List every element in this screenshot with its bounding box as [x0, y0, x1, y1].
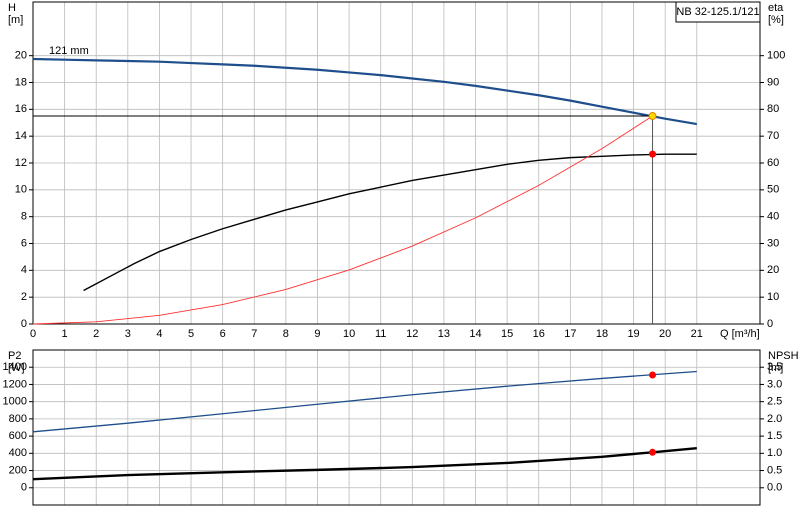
x-tick-label: 21 — [691, 328, 703, 340]
y-tick-label: 400 — [9, 447, 27, 459]
y2-tick-label: 30 — [767, 237, 779, 249]
y2-tick-label: 40 — [767, 211, 779, 223]
x-tick-label: 4 — [156, 328, 162, 340]
y-axis-unit: [W] — [8, 362, 25, 374]
series-line — [32, 370, 697, 433]
x-tick-label: 13 — [438, 328, 450, 340]
y-tick-label: 10 — [15, 184, 27, 196]
x-tick-label: 19 — [627, 328, 639, 340]
y-tick-label: 20 — [15, 50, 27, 62]
y-tick-label: 1000 — [3, 396, 27, 408]
x-tick-label: 8 — [283, 328, 289, 340]
y2-tick-label: 20 — [767, 264, 779, 276]
operating-point — [649, 150, 657, 158]
x-axis-label: Q [m³/h] — [720, 328, 760, 340]
y-axis-label: P2 — [8, 350, 21, 362]
y2-tick-label: 80 — [767, 103, 779, 115]
series-line — [32, 57, 697, 126]
y-tick-label: 0 — [21, 318, 27, 330]
y-tick-label: 1400 — [3, 361, 27, 373]
y-axis-label: H — [8, 2, 16, 14]
x-tick-label: 12 — [406, 328, 418, 340]
x-tick-label: 6 — [220, 328, 226, 340]
x-tick-label: 16 — [533, 328, 545, 340]
y2-axis-unit: [%] — [768, 14, 784, 26]
y2-tick-label: 60 — [767, 157, 779, 169]
y-tick-label: 1200 — [3, 378, 27, 390]
y-tick-label: 14 — [15, 130, 27, 142]
y2-tick-label: 3.5 — [767, 361, 782, 373]
series-line — [83, 153, 697, 292]
y-tick-label: 600 — [9, 430, 27, 442]
operating-point — [649, 448, 657, 456]
x-tick-label: 1 — [62, 328, 68, 340]
y-tick-label: 16 — [15, 103, 27, 115]
y2-tick-label: 0.0 — [767, 482, 782, 494]
x-tick-label: 3 — [125, 328, 131, 340]
label-box — [675, 1, 761, 23]
y-tick-label: 800 — [9, 413, 27, 425]
y2-tick-label: 10 — [767, 291, 779, 303]
series-line — [32, 115, 653, 325]
y2-tick-label: 0.5 — [767, 464, 782, 476]
y2-tick-label: 2.0 — [767, 413, 782, 425]
y2-axis-label: NPSH — [768, 350, 799, 362]
y-tick-label: 8 — [21, 211, 27, 223]
y2-tick-label: 0 — [767, 318, 773, 330]
y-tick-label: 18 — [15, 76, 27, 88]
plot-frame — [32, 349, 761, 506]
y2-axis-label: eta — [768, 2, 784, 14]
x-tick-label: 10 — [343, 328, 355, 340]
y-tick-label: 4 — [21, 264, 27, 276]
y2-tick-label: 70 — [767, 130, 779, 142]
x-tick-label: 11 — [375, 328, 386, 340]
x-tick-label: 5 — [188, 328, 194, 340]
x-tick-label: 15 — [501, 328, 513, 340]
x-tick-label: 9 — [314, 328, 320, 340]
x-tick-label: 20 — [659, 328, 671, 340]
y2-tick-label: 1.0 — [767, 447, 782, 459]
operating-point — [649, 371, 657, 379]
curve-label: 121 mm — [49, 45, 89, 57]
x-tick-label: 17 — [564, 328, 576, 340]
x-tick-label: 2 — [93, 328, 99, 340]
y2-tick-label: 90 — [767, 76, 779, 88]
y-tick-label: 12 — [15, 157, 27, 169]
label-box-text: NB 32-125.1/121 — [676, 6, 759, 18]
x-tick-label: 14 — [469, 328, 481, 340]
series-line — [32, 446, 697, 481]
y-axis-unit: [m] — [8, 14, 23, 26]
y2-tick-label: 100 — [767, 50, 785, 62]
y2-axis-unit: [m] — [768, 362, 783, 374]
y-tick-label: 0 — [21, 482, 27, 494]
plot-frame — [32, 1, 761, 325]
x-tick-label: 0 — [30, 328, 36, 340]
y-tick-label: 200 — [9, 464, 27, 476]
y2-tick-label: 2.5 — [767, 396, 782, 408]
y2-tick-label: 3.0 — [767, 378, 782, 390]
y2-tick-label: 50 — [767, 184, 779, 196]
y-tick-label: 2 — [21, 291, 27, 303]
operating-point — [648, 112, 657, 121]
x-tick-label: 7 — [251, 328, 257, 340]
y-tick-label: 6 — [21, 237, 27, 249]
x-tick-label: 18 — [596, 328, 608, 340]
y2-tick-label: 1.5 — [767, 430, 782, 442]
